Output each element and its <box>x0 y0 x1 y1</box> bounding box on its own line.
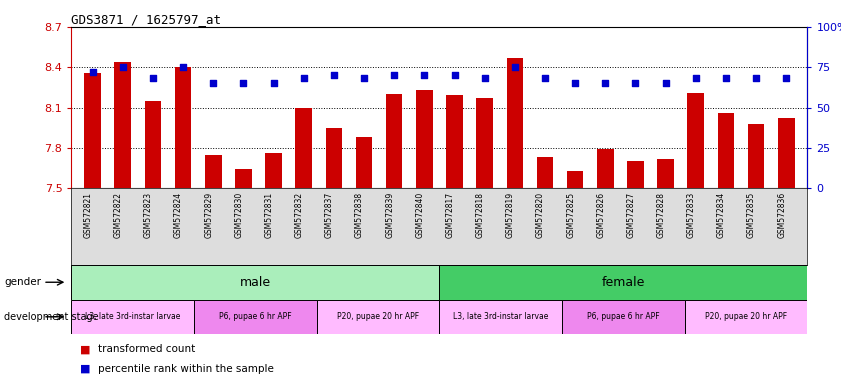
Text: P20, pupae 20 hr APF: P20, pupae 20 hr APF <box>705 312 787 321</box>
Bar <box>317 300 439 334</box>
Bar <box>748 124 764 188</box>
Point <box>599 80 612 86</box>
Bar <box>416 90 432 188</box>
Bar <box>205 154 221 188</box>
Point <box>719 75 733 81</box>
Text: female: female <box>601 276 645 289</box>
Bar <box>687 93 704 188</box>
Point <box>388 72 401 78</box>
Point <box>146 75 160 81</box>
Text: GDS3871 / 1625797_at: GDS3871 / 1625797_at <box>71 13 221 26</box>
Point <box>478 75 491 81</box>
Point <box>177 64 190 70</box>
Bar <box>447 95 463 188</box>
Text: gender: gender <box>4 277 41 287</box>
Point <box>569 80 582 86</box>
Text: GSM572819: GSM572819 <box>505 192 515 238</box>
Bar <box>778 118 795 188</box>
Text: GSM572818: GSM572818 <box>476 192 484 238</box>
Text: GSM572828: GSM572828 <box>657 192 665 238</box>
Text: GSM572821: GSM572821 <box>83 192 93 238</box>
Point <box>538 75 552 81</box>
Text: GSM572820: GSM572820 <box>536 192 545 238</box>
Text: L3, late 3rd-instar larvae: L3, late 3rd-instar larvae <box>85 312 181 321</box>
Text: GSM572837: GSM572837 <box>325 192 334 238</box>
Point <box>629 80 643 86</box>
Text: GSM572838: GSM572838 <box>355 192 364 238</box>
Text: L3, late 3rd-instar larvae: L3, late 3rd-instar larvae <box>453 312 548 321</box>
Point <box>357 75 371 81</box>
Bar <box>717 113 734 188</box>
Bar <box>235 169 251 188</box>
Point <box>267 80 280 86</box>
Text: GSM572817: GSM572817 <box>446 192 454 238</box>
Text: ■: ■ <box>80 364 90 374</box>
Bar <box>685 300 807 334</box>
Point <box>689 75 702 81</box>
Text: P6, pupae 6 hr APF: P6, pupae 6 hr APF <box>587 312 659 321</box>
Bar <box>439 300 562 334</box>
Text: male: male <box>240 276 271 289</box>
Text: GSM572827: GSM572827 <box>627 192 636 238</box>
Text: GSM572823: GSM572823 <box>144 192 153 238</box>
Point <box>297 75 310 81</box>
Point <box>447 72 461 78</box>
Point <box>207 80 220 86</box>
Text: ■: ■ <box>80 344 90 354</box>
Bar <box>562 300 685 334</box>
Point <box>236 80 250 86</box>
Bar <box>84 73 101 188</box>
Text: transformed count: transformed count <box>98 344 196 354</box>
Bar <box>265 153 282 188</box>
Bar <box>145 101 161 188</box>
Text: GSM572830: GSM572830 <box>235 192 243 238</box>
Text: P20, pupae 20 hr APF: P20, pupae 20 hr APF <box>337 312 419 321</box>
Bar <box>295 108 312 188</box>
Text: GSM572835: GSM572835 <box>747 192 756 238</box>
Text: GSM572826: GSM572826 <box>596 192 606 238</box>
Point <box>508 64 521 70</box>
Bar <box>658 159 674 188</box>
Bar <box>567 170 584 188</box>
Point <box>418 72 431 78</box>
Text: GSM572836: GSM572836 <box>777 192 786 238</box>
Text: GSM572834: GSM572834 <box>717 192 726 238</box>
Bar <box>537 157 553 188</box>
Text: percentile rank within the sample: percentile rank within the sample <box>98 364 274 374</box>
Point <box>659 80 672 86</box>
Text: GSM572829: GSM572829 <box>204 192 214 238</box>
Bar <box>356 137 373 188</box>
Text: P6, pupae 6 hr APF: P6, pupae 6 hr APF <box>220 312 292 321</box>
Text: GSM572832: GSM572832 <box>294 192 304 238</box>
Bar <box>439 265 807 300</box>
Bar <box>325 127 342 188</box>
Point <box>86 69 99 75</box>
Bar <box>71 300 194 334</box>
Text: GSM572831: GSM572831 <box>265 192 273 238</box>
Bar <box>476 98 493 188</box>
Text: GSM572833: GSM572833 <box>687 192 696 238</box>
Text: GSM572839: GSM572839 <box>385 192 394 238</box>
Bar <box>506 58 523 188</box>
Text: GSM572825: GSM572825 <box>566 192 575 238</box>
Bar <box>71 265 439 300</box>
Bar <box>175 67 192 188</box>
Bar <box>194 300 317 334</box>
Bar <box>597 149 614 188</box>
Point <box>749 75 763 81</box>
Bar <box>386 94 403 188</box>
Text: development stage: development stage <box>4 312 99 322</box>
Point <box>780 75 793 81</box>
Text: GSM572824: GSM572824 <box>174 192 183 238</box>
Bar <box>627 161 643 188</box>
Text: GSM572822: GSM572822 <box>114 192 123 238</box>
Text: GSM572840: GSM572840 <box>415 192 425 238</box>
Bar <box>114 62 131 188</box>
Point <box>327 72 341 78</box>
Point <box>116 64 130 70</box>
